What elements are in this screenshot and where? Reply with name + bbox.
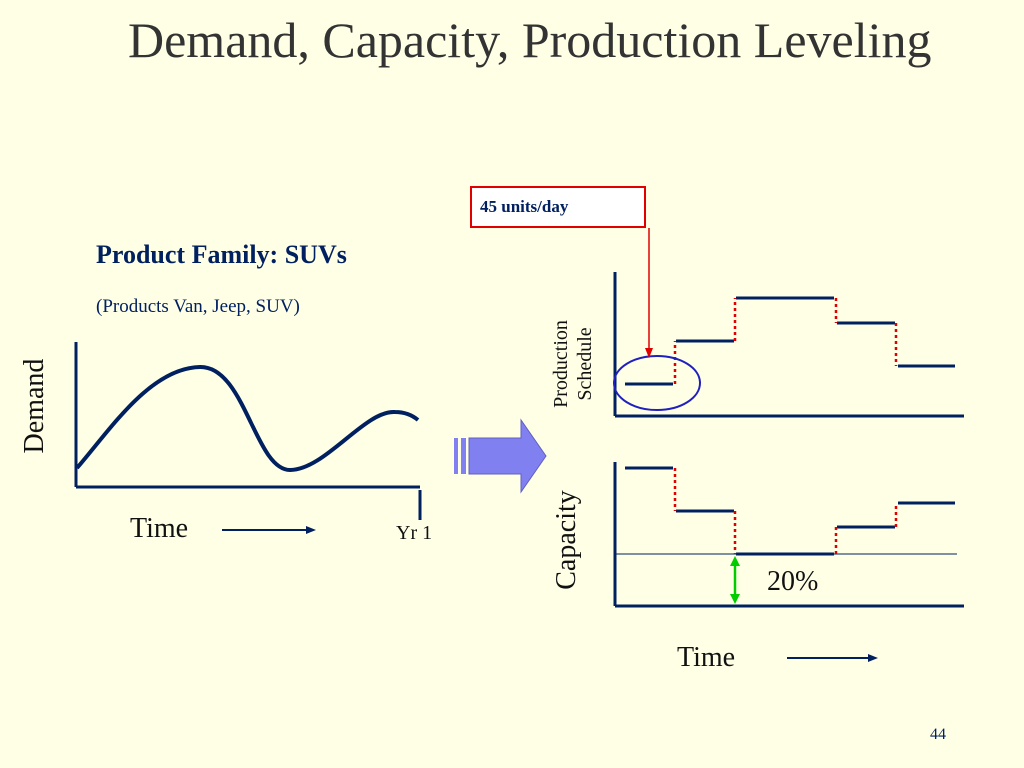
production-step-connectors	[673, 298, 898, 384]
units-per-day-callout: 45 units/day	[470, 186, 646, 228]
demand-chart-axes	[74, 342, 422, 520]
production-label-line2: Schedule	[574, 327, 596, 401]
capacity-axis-label: Capacity	[551, 490, 582, 590]
page-number: 44	[930, 726, 946, 743]
left-time-arrow	[222, 526, 316, 534]
right-time-arrow	[787, 654, 878, 662]
year-end-label: Yr 1	[396, 522, 433, 544]
first-period-highlight-ellipse	[613, 355, 701, 411]
gap-percentage-label: 20%	[767, 566, 819, 597]
demand-curve	[75, 364, 420, 473]
products-subtitle: (Products Van, Jeep, SUV)	[96, 296, 300, 317]
slide-title: Demand, Capacity, Production Leveling	[128, 12, 932, 68]
capacity-chart-axes	[613, 462, 964, 608]
transition-block-arrow	[454, 418, 547, 494]
left-time-label: Time	[130, 513, 189, 544]
production-chart-axes	[613, 272, 964, 418]
product-family-heading: Product Family: SUVs	[96, 240, 347, 269]
production-label-line1: Production	[550, 320, 572, 408]
callout-pointer	[645, 228, 653, 358]
capacity-step-connectors	[673, 468, 898, 554]
production-schedule-steps	[625, 296, 955, 386]
right-time-label: Time	[677, 642, 736, 673]
capacity-gap-arrow	[730, 556, 740, 604]
capacity-steps	[625, 466, 955, 556]
production-schedule-axis-label: Production Schedule	[549, 304, 597, 424]
demand-axis-label: Demand	[19, 358, 50, 454]
